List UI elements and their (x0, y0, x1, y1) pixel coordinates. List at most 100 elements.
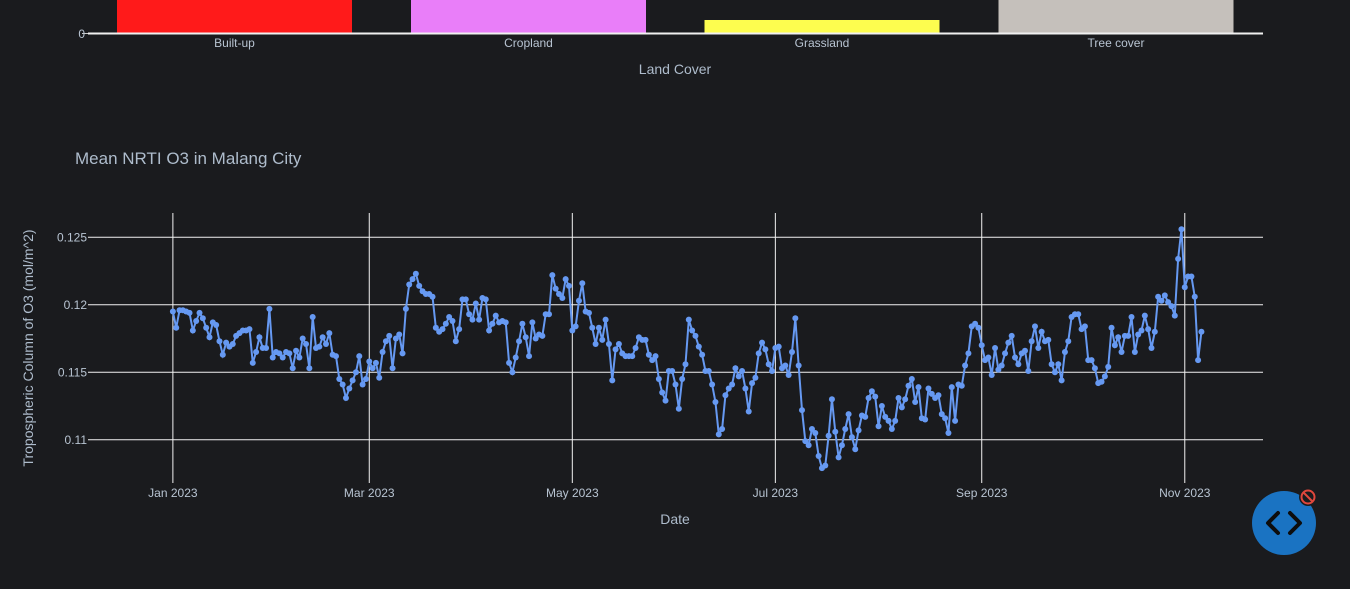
data-point (812, 430, 819, 437)
data-point (785, 372, 792, 378)
data-point (1168, 303, 1175, 310)
data-point (492, 312, 499, 319)
data-point (1025, 367, 1032, 374)
data-point (1141, 312, 1148, 319)
data-point (1035, 345, 1042, 351)
data-point (1005, 339, 1012, 346)
data-point (386, 332, 393, 339)
data-point (1075, 311, 1082, 318)
data-point (739, 367, 746, 374)
data-point (848, 434, 855, 441)
data-point (332, 353, 339, 360)
data-point (546, 311, 553, 318)
data-point (489, 320, 496, 327)
data-point (692, 332, 699, 339)
data-point (1188, 273, 1195, 280)
data-point (1115, 334, 1122, 341)
data-point (762, 346, 769, 353)
data-point (715, 431, 722, 438)
data-point (362, 376, 369, 383)
bar-x-axis-title: Land Cover (639, 61, 712, 77)
data-point (1191, 293, 1198, 300)
data-point (769, 367, 776, 374)
data-point (1022, 347, 1028, 354)
data-point (998, 362, 1005, 369)
data-point (995, 366, 1002, 373)
data-point (1065, 338, 1072, 345)
data-point (549, 272, 556, 279)
data-point (486, 327, 493, 334)
data-point (1148, 345, 1155, 351)
data-point (992, 345, 999, 351)
data-point (878, 403, 885, 410)
data-point (915, 384, 922, 391)
data-point (682, 361, 689, 368)
data-point (775, 343, 782, 350)
data-point (669, 367, 676, 374)
data-point (645, 351, 652, 358)
data-point (868, 388, 875, 395)
data-point (1101, 373, 1108, 380)
data-point (286, 350, 293, 357)
data-point (296, 354, 303, 361)
data-point (466, 311, 473, 318)
data-point (346, 385, 353, 392)
data-point (412, 270, 419, 277)
data-point (1135, 331, 1142, 338)
data-point (469, 316, 476, 323)
data-point (885, 417, 892, 424)
data-point (662, 397, 669, 404)
data-point (506, 359, 513, 366)
data-point (1105, 363, 1112, 370)
data-point (872, 393, 879, 400)
data-point (895, 394, 902, 401)
land-cover-bar-chart: 0 Built-up Cropland Grassland Tree cover La… (78, 0, 1263, 77)
data-point (1058, 377, 1065, 384)
data-point (592, 340, 599, 347)
data-point (216, 338, 223, 345)
bar-category-label: Cropland (504, 36, 553, 50)
data-point (722, 392, 729, 399)
data-point (938, 411, 945, 418)
data-point (1178, 226, 1185, 233)
data-point (908, 376, 915, 383)
data-point (735, 373, 742, 380)
data-point (1015, 361, 1022, 368)
data-point (585, 309, 592, 316)
x-tick-label: Mar 2023 (344, 486, 395, 500)
data-point (835, 454, 842, 461)
dev-tools-button[interactable] (1252, 491, 1316, 555)
data-point (855, 427, 862, 434)
data-point (862, 413, 869, 420)
data-point (299, 335, 306, 342)
data-point (632, 345, 639, 351)
data-point (452, 338, 459, 345)
data-point (719, 426, 726, 432)
data-point (689, 327, 696, 334)
data-point (755, 350, 762, 357)
data-point (615, 340, 622, 347)
data-point (336, 376, 343, 383)
data-point (306, 365, 313, 372)
data-point (562, 276, 569, 283)
data-point (1091, 365, 1098, 372)
data-point (289, 365, 296, 372)
data-point (526, 353, 533, 360)
data-point (642, 336, 649, 343)
data-point (246, 326, 253, 333)
data-point (1002, 350, 1009, 357)
data-point (319, 334, 326, 341)
data-point (512, 354, 519, 361)
data-point (189, 327, 196, 334)
data-point (522, 334, 529, 341)
data-point (1158, 297, 1165, 304)
data-point (1171, 312, 1178, 319)
data-point (1161, 292, 1168, 299)
data-point (882, 413, 889, 420)
data-point (193, 318, 200, 324)
data-point (509, 369, 516, 376)
bar-grassland (704, 20, 940, 33)
data-point (196, 309, 203, 316)
data-point (1118, 349, 1125, 356)
data-point (456, 326, 463, 333)
